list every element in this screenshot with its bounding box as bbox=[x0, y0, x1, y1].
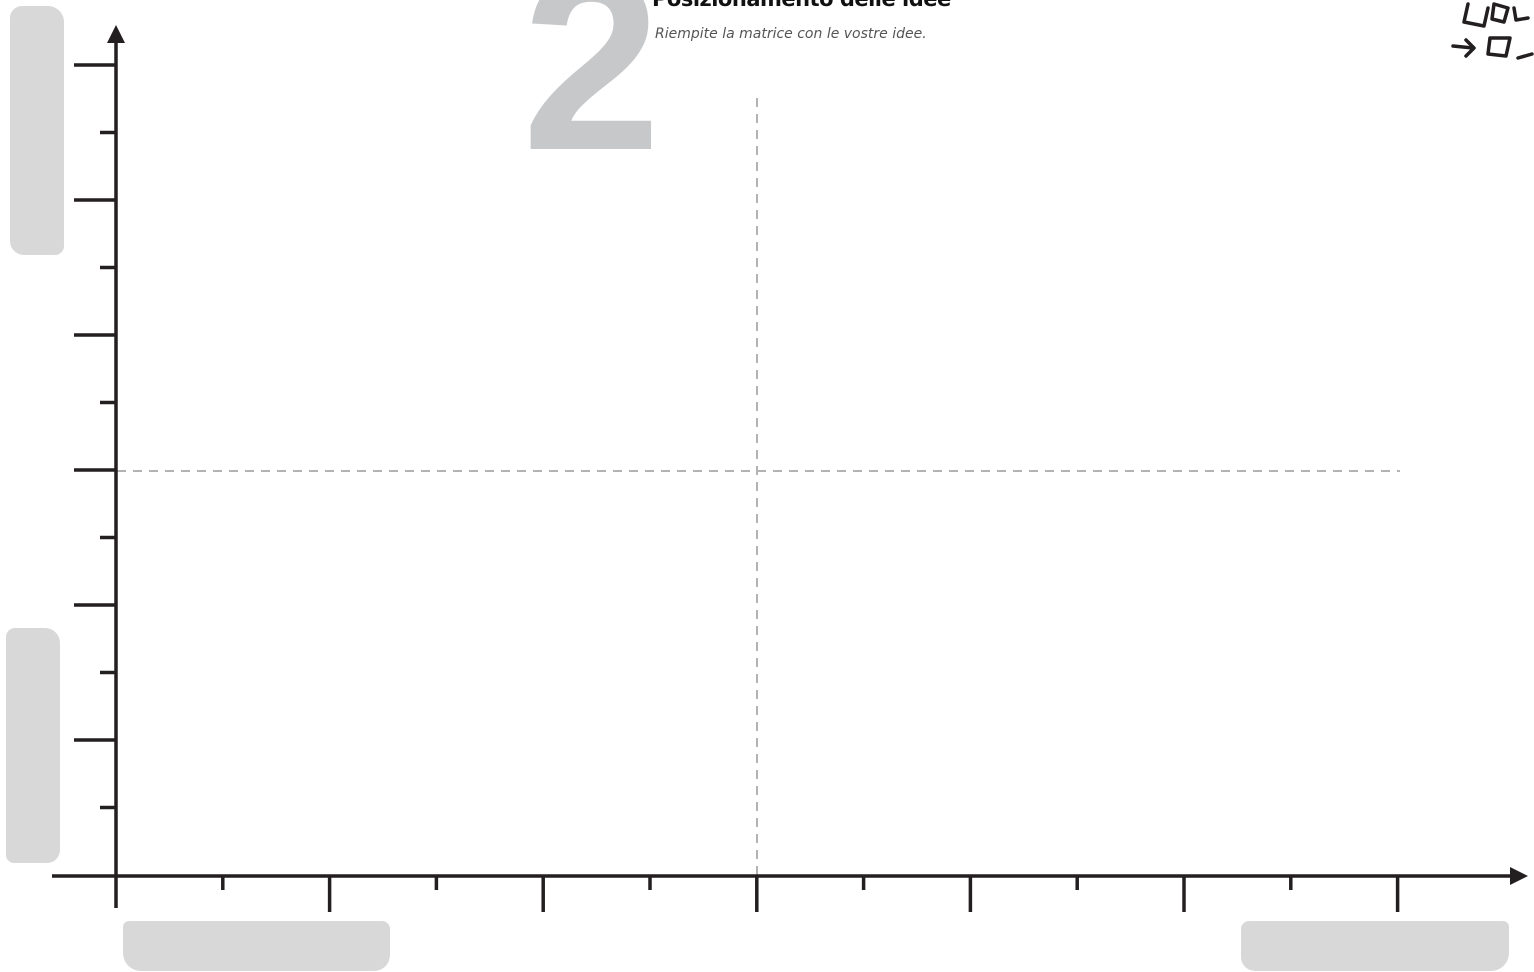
quadrant-guides bbox=[117, 98, 1400, 875]
squares-and-arrow-icon bbox=[1448, 0, 1534, 70]
y-axis-ticks bbox=[74, 65, 116, 808]
y-axis-arrowhead bbox=[107, 25, 125, 43]
x-axis-arrowhead bbox=[1510, 867, 1528, 885]
x-axis-ticks bbox=[223, 876, 1398, 912]
matrix-axes bbox=[52, 25, 1528, 908]
